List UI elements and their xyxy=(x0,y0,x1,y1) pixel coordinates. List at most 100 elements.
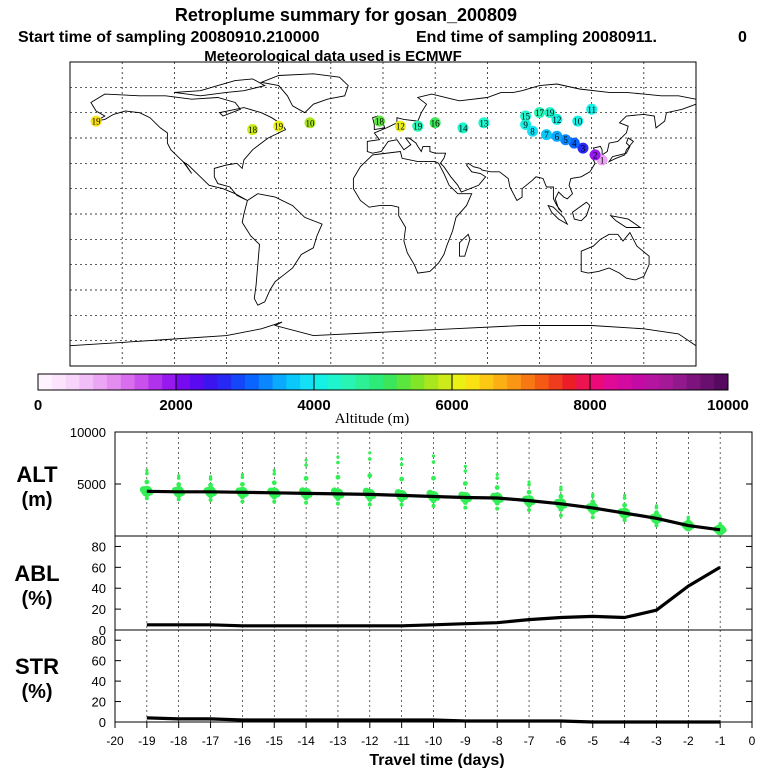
altitude-scatter-point xyxy=(590,509,596,515)
colorbar-cell xyxy=(272,374,287,390)
plume-point-label: 9 xyxy=(523,120,528,130)
plume-point-label: 15 xyxy=(521,112,531,122)
altitude-scatter-point xyxy=(431,503,436,508)
plume-point xyxy=(429,117,441,129)
plume-point xyxy=(544,107,556,119)
colorbar-tick-label: 2000 xyxy=(159,397,192,414)
plume-point xyxy=(589,149,601,161)
altitude-scatter-point xyxy=(495,476,500,480)
colorbar-cell xyxy=(424,374,439,390)
altitude-scatter-point xyxy=(336,455,340,459)
altitude-scatter-point xyxy=(304,463,308,467)
altitude-scatter-point xyxy=(686,527,691,532)
x-tick-label: -7 xyxy=(524,734,535,748)
altitude-scatter-point xyxy=(400,457,404,461)
altitude-colorbar: 0 2000 4000 6000 8000 10000 Altitude (m) xyxy=(34,373,749,427)
plume-point-label: 1 xyxy=(600,155,605,165)
x-tick-label: -9 xyxy=(460,734,471,748)
colorbar-cell xyxy=(65,374,80,390)
altitude-scatter-point xyxy=(622,502,627,508)
altitude-scatter-point xyxy=(558,506,564,512)
colorbar-cell xyxy=(341,374,356,390)
colorbar-label: Altitude (m) xyxy=(335,411,410,427)
sampling-end: End time of sampling 20080911. xyxy=(416,29,657,46)
altitude-scatter-point xyxy=(176,482,182,487)
plume-point-label: 19 xyxy=(274,122,284,132)
plume-point-label: 13 xyxy=(479,118,489,128)
x-tick-label: -14 xyxy=(297,734,315,748)
x-tick-label: -13 xyxy=(329,734,347,748)
plume-point xyxy=(457,122,469,134)
altitude-scatter-point xyxy=(399,462,404,467)
plume-point-label: 19 xyxy=(545,108,555,118)
coastline-madagascar xyxy=(459,233,471,257)
colorbar-cell xyxy=(534,374,549,390)
colorbar-cell xyxy=(38,374,53,390)
x-tick-label: -5 xyxy=(587,734,598,748)
plume-point xyxy=(534,107,545,119)
altitude-scatter-point xyxy=(526,502,532,508)
plume-point xyxy=(551,130,563,142)
altitude-scatter-point xyxy=(336,460,340,465)
altitude-scatter-point xyxy=(176,492,182,498)
colorbar-cell xyxy=(396,374,411,390)
panel-alt: 5000 10000 ALT(m) xyxy=(16,425,753,537)
altitude-scatter-point xyxy=(431,460,436,464)
panel-unit-alt: (m) xyxy=(21,489,52,511)
x-tick-label: -16 xyxy=(234,734,252,748)
coastline-australia xyxy=(580,231,650,281)
y-tick-label: 60 xyxy=(92,560,106,575)
plume-point xyxy=(412,120,424,132)
altitude-scatter-point xyxy=(335,501,340,506)
plume-point xyxy=(247,124,259,136)
colorbar-cell xyxy=(507,374,522,390)
colorbar-cell xyxy=(231,374,246,390)
x-tick-label: -4 xyxy=(619,734,630,748)
colorbar-cell xyxy=(314,374,329,390)
plume-point-label: 17 xyxy=(535,108,545,118)
series-line-alt xyxy=(146,489,721,532)
x-tick-label: 0 xyxy=(749,734,756,748)
altitude-scatter-point xyxy=(304,500,309,505)
colorbar-cell xyxy=(327,374,342,390)
altitude-scatter-point xyxy=(399,502,404,507)
colorbar-cell xyxy=(355,374,370,390)
colorbar-cell xyxy=(369,374,384,390)
altitude-scatter-point xyxy=(367,473,373,479)
coastline-greenland xyxy=(259,73,349,114)
altitude-scatter-point xyxy=(558,513,563,518)
x-tick-label: -20 xyxy=(106,734,124,748)
plume-point-label: 18 xyxy=(375,117,385,127)
colorbar-cell xyxy=(120,374,135,390)
altitude-scatter-point xyxy=(654,523,659,528)
altitude-scatter-point xyxy=(686,515,690,519)
series-line-abl xyxy=(146,565,721,628)
plume-point xyxy=(540,129,552,141)
plume-point-label: 12 xyxy=(396,122,405,132)
altitude-scatter-point xyxy=(139,486,147,494)
plume-point-label: 18 xyxy=(248,125,258,135)
coastline-borneo xyxy=(571,201,591,222)
plume-point xyxy=(577,142,589,154)
colorbar-cell xyxy=(659,374,674,390)
colorbar-tick-label: 6000 xyxy=(435,397,468,414)
y-tick-label: 80 xyxy=(92,633,106,648)
colorbar-cell xyxy=(617,374,632,390)
altitude-scatter-point xyxy=(272,472,277,476)
plume-point-label: 4 xyxy=(572,139,577,149)
colorbar-cell xyxy=(576,374,591,390)
panel-abl: 0 20 40 60 80 ABL(%) xyxy=(14,535,753,638)
colorbar-tick-label: 4000 xyxy=(297,397,330,414)
altitude-scatter-point xyxy=(622,513,628,519)
travel-time-axis: -20 -19 -18 -17 -16 -15 -14 -13 -12 -11 -10 -9 -8 -7-… xyxy=(106,722,756,748)
altitude-scatter-point xyxy=(527,480,531,484)
x-tick-label: -17 xyxy=(202,734,220,748)
x-tick-label: -3 xyxy=(651,734,662,748)
y-tick-label: 40 xyxy=(92,581,106,596)
altitude-scatter-point xyxy=(430,498,437,504)
altitude-scatter-point xyxy=(303,495,309,501)
coastline-sumatra xyxy=(547,204,569,226)
colorbar-cell xyxy=(383,374,398,390)
y-tick-label: 0 xyxy=(99,623,106,638)
